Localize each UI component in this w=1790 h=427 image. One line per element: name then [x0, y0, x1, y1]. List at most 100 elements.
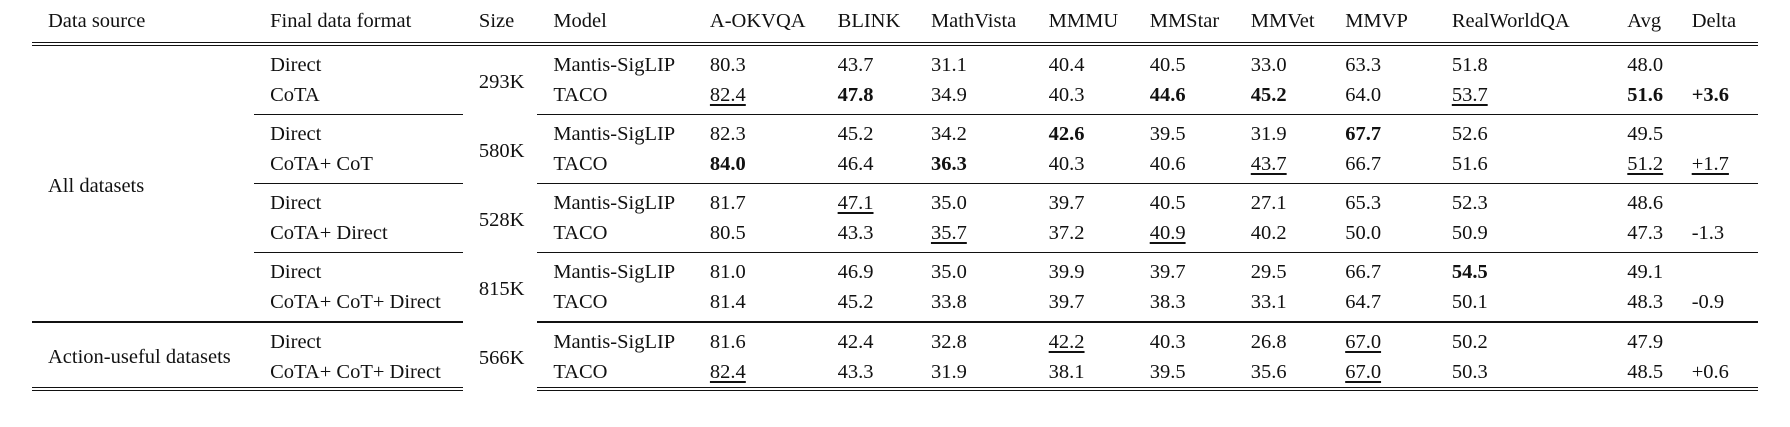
score-value: 36.3	[930, 153, 967, 175]
score-cell: 40.3	[1032, 149, 1134, 184]
score-cell: 45.2	[821, 287, 915, 323]
score-value: 40.5	[1149, 54, 1186, 76]
score-cell: 32.8	[915, 322, 1033, 357]
score-cell: 46.4	[821, 149, 915, 184]
score-cell: 48.3	[1611, 287, 1676, 323]
score-cell: 33.8	[914, 287, 1033, 323]
score-value: 45.2	[837, 123, 874, 145]
col-header-mmvp: MMVP	[1329, 0, 1436, 46]
score-value: 81.7	[709, 192, 746, 214]
score-cell: 40.5	[1134, 184, 1235, 219]
score-cell: 84.0	[693, 149, 822, 184]
format-cell: Direct	[270, 123, 322, 145]
score-value: 43.3	[837, 361, 874, 383]
score-cell: 52.3	[1436, 184, 1611, 219]
score-value: 40.9	[1149, 222, 1186, 244]
score-cell: 35.0	[915, 253, 1033, 288]
score-cell: 40.6	[1133, 149, 1235, 184]
score-cell	[1676, 184, 1758, 219]
score-value: 52.6	[1451, 123, 1488, 145]
score-value: 47.1	[837, 192, 874, 214]
score-cell: 63.3	[1329, 44, 1436, 80]
score-value: 49.5	[1627, 123, 1664, 145]
data-source-cell: Action-useful datasets	[32, 322, 255, 391]
score-value: 67.7	[1345, 123, 1382, 145]
score-value: 31.9	[1250, 123, 1287, 145]
score-value: 47.3	[1627, 222, 1664, 244]
score-value: 35.0	[930, 192, 967, 214]
model-cell: TACO	[537, 149, 694, 184]
table-row: Direct 528K Mantis-SigLIP 81.7 47.1 35.0 39.7 4…	[32, 184, 1758, 231]
table-body: All datasets Direct 293K Mantis-SigLIP 80.3 4…	[32, 44, 1758, 391]
score-cell: 43.7	[822, 44, 915, 80]
score-cell: 38.3	[1133, 287, 1235, 323]
col-header-mmstar: MMStar	[1133, 0, 1235, 46]
score-cell: 49.1	[1611, 253, 1675, 288]
col-header-model: Model	[537, 0, 694, 46]
score-value: 42.6	[1048, 123, 1085, 145]
score-cell	[1676, 322, 1758, 357]
score-value: 39.7	[1048, 291, 1085, 313]
score-value: 45.2	[1250, 84, 1287, 106]
score-value: 47.9	[1627, 331, 1664, 353]
score-cell: 40.9	[1133, 218, 1235, 253]
score-value: 43.7	[1250, 153, 1287, 175]
score-cell: 50.0	[1329, 218, 1436, 253]
score-value: +1.7	[1691, 153, 1729, 175]
score-value: 40.2	[1250, 222, 1287, 244]
score-cell: 43.3	[821, 218, 915, 253]
score-cell: 35.7	[914, 218, 1033, 253]
size-cell: 528K	[478, 209, 525, 231]
score-value: 48.5	[1627, 361, 1664, 383]
score-value: 50.1	[1451, 291, 1488, 313]
score-cell: 26.8	[1235, 322, 1329, 357]
score-cell: 81.7	[694, 184, 822, 219]
score-cell: 37.2	[1032, 218, 1134, 253]
score-value: 46.4	[837, 153, 874, 175]
score-value: 63.3	[1345, 54, 1382, 76]
table-row: CoTA+ Direct TACO 80.5 43.3 35.7 37.2 40.9 40.2…	[32, 218, 1758, 253]
score-cell: 51.6	[1611, 80, 1676, 115]
score-cell: 33.1	[1234, 287, 1330, 323]
col-header-delta: Delta	[1675, 0, 1758, 46]
format-cell: CoTA+ CoT	[254, 149, 463, 184]
table-row: CoTA+ CoT+ Direct TACO 81.4 45.2 33.8 39.7 38.…	[32, 287, 1758, 323]
score-value: 81.0	[709, 261, 746, 283]
size-cell: 566K	[478, 346, 525, 369]
header-row: Data source Final data format Size Model…	[32, 0, 1758, 46]
score-cell: 47.8	[821, 80, 915, 115]
score-value: 38.3	[1149, 291, 1186, 313]
score-value: 82.4	[709, 361, 746, 383]
score-cell: 47.9	[1611, 322, 1675, 357]
model-cell: Mantis-SigLIP	[553, 261, 676, 283]
score-value: 48.3	[1627, 291, 1664, 313]
score-value: 27.1	[1250, 192, 1287, 214]
col-header-final-data-format: Final data format	[254, 0, 463, 46]
score-cell: 54.5	[1436, 253, 1611, 288]
score-cell: 35.0	[915, 184, 1033, 219]
score-cell: 39.5	[1133, 357, 1235, 391]
col-header-mmmu: MMMU	[1032, 0, 1134, 46]
score-cell: 47.1	[822, 184, 915, 219]
col-header-realworldqa: RealWorldQA	[1435, 0, 1612, 46]
score-value: 84.0	[709, 153, 746, 175]
format-cell: CoTA+ Direct	[254, 218, 463, 253]
score-value: 50.2	[1451, 331, 1488, 353]
score-value: 51.8	[1451, 54, 1488, 76]
score-cell: 51.6	[1435, 149, 1612, 184]
score-value: 82.4	[709, 84, 746, 106]
score-value: 29.5	[1250, 261, 1287, 283]
score-value: -0.9	[1691, 291, 1725, 313]
score-cell: 82.4	[693, 357, 822, 391]
score-value: 67.0	[1345, 331, 1382, 353]
score-cell: 82.4	[693, 80, 822, 115]
col-header-a-okvqa: A-OKVQA	[693, 0, 822, 46]
score-cell: 48.5	[1611, 357, 1676, 391]
score-cell: 39.7	[1033, 184, 1134, 219]
score-value: 26.8	[1250, 331, 1287, 353]
score-cell	[1676, 44, 1758, 80]
score-cell: 80.5	[693, 218, 822, 253]
score-value: 39.7	[1048, 192, 1085, 214]
score-cell: 40.3	[1134, 322, 1235, 357]
score-value: 82.3	[709, 123, 746, 145]
